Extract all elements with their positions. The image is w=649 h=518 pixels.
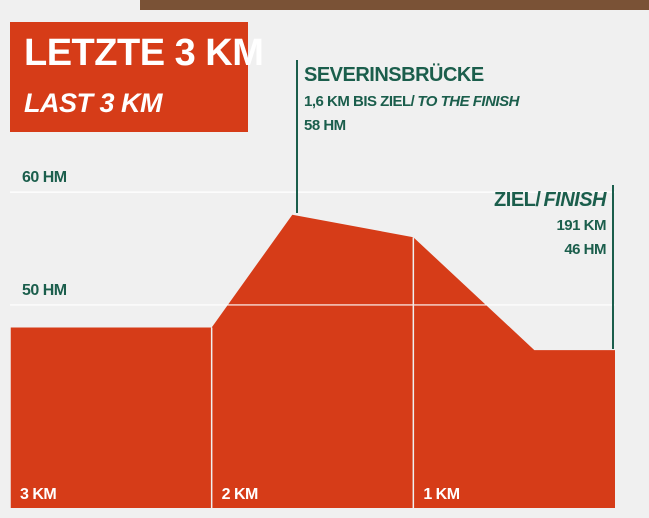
chart-title: LETZTE 3 KM [24,32,263,74]
photo-strip [140,0,649,10]
annotation: 46 HM [564,241,606,258]
y-tick-label: 50 HM [22,282,67,299]
annotation: ZIEL/ [494,189,541,211]
y-tick-label: 60 HM [22,169,67,186]
x-tick-label: 1 KM [423,486,459,503]
annotation: 1,6 KM BIS ZIEL/TO THE FINISH [304,93,521,110]
chart-subtitle: LAST 3 KM [24,88,163,118]
x-tick-label: 3 KM [20,486,56,503]
annotation: 191 KM [556,217,606,234]
annotation: 1,6 KM BIS ZIEL/ [304,93,416,110]
annotation: ZIEL/FINISH [494,189,607,211]
annotation: SEVERINSBRÜCKE [304,63,484,86]
chart: LETZTE 3 KM LAST 3 KM 50 HM 60 HM 3 KM 2 KM… [0,0,649,518]
annotation: 58 HM [304,117,346,134]
annotation: FINISH [543,189,607,211]
annotation: TO THE FINISH [417,93,520,110]
x-tick-label: 2 KM [222,486,258,503]
